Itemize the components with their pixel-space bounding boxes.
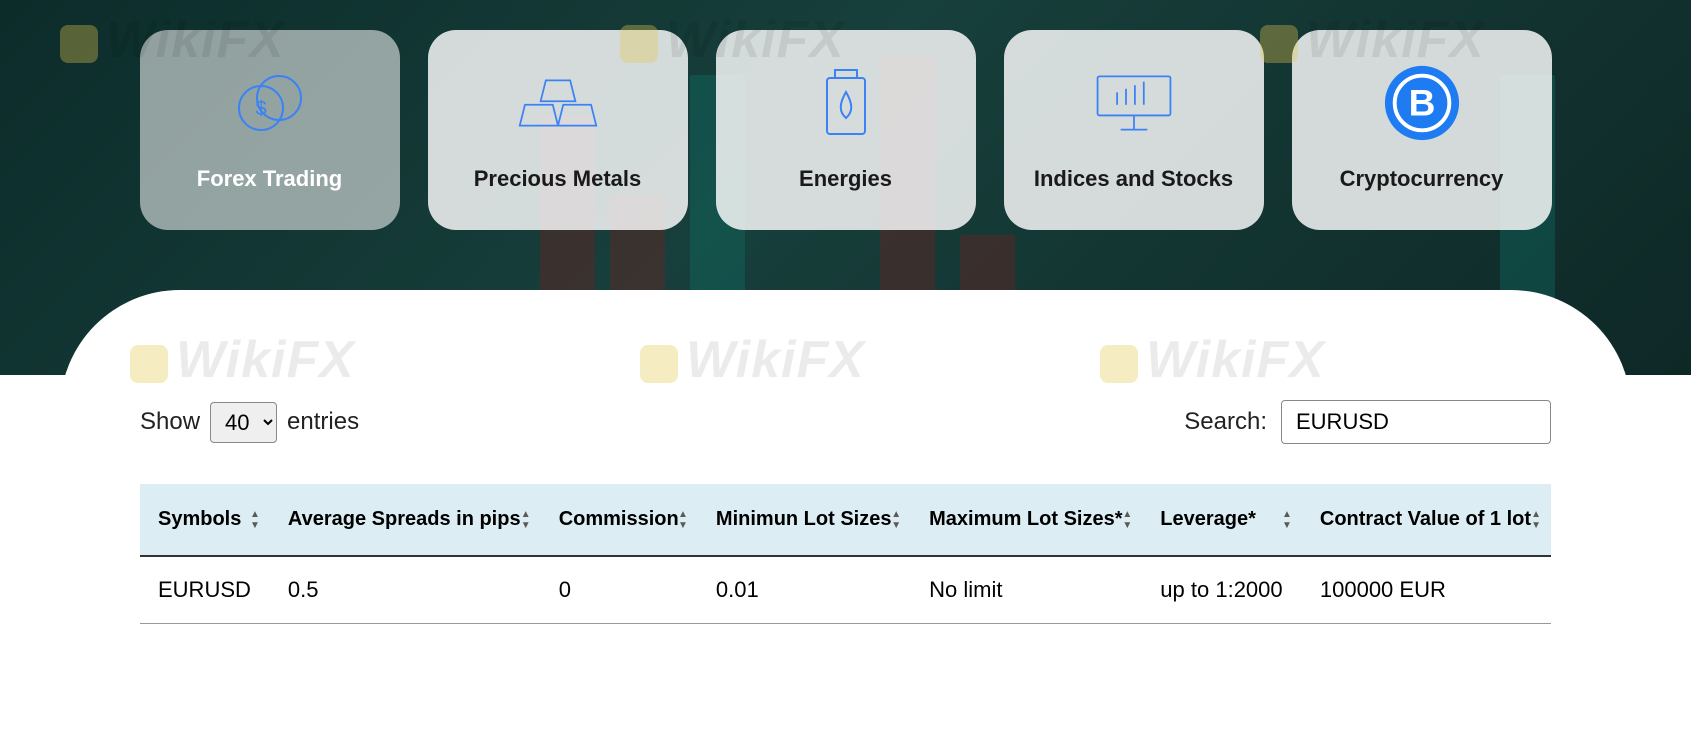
sort-icon: ▲▼ xyxy=(250,509,260,531)
cell-commission: 0 xyxy=(541,556,698,624)
category-label: Forex Trading xyxy=(197,166,342,192)
col-leverage[interactable]: Leverage*▲▼ xyxy=(1142,484,1302,556)
sort-icon: ▲▼ xyxy=(1282,509,1292,531)
show-entries-label-pre: Show xyxy=(140,408,200,436)
search-label: Search: xyxy=(1184,408,1267,436)
category-card-indices[interactable]: Indices and Stocks xyxy=(1004,30,1264,230)
oil-icon xyxy=(806,68,886,138)
col-contract-value[interactable]: Contract Value of 1 lot▲▼ xyxy=(1302,484,1551,556)
monitor-icon xyxy=(1094,68,1174,138)
category-label: Energies xyxy=(799,166,892,192)
svg-text:B: B xyxy=(1408,82,1435,124)
sort-icon: ▲▼ xyxy=(1122,509,1132,531)
cell-leverage: up to 1:2000 xyxy=(1142,556,1302,624)
sort-icon: ▲▼ xyxy=(891,509,901,531)
category-card-energies[interactable]: Energies xyxy=(716,30,976,230)
col-spreads[interactable]: Average Spreads in pips▲▼ xyxy=(270,484,541,556)
sort-icon: ▲▼ xyxy=(678,509,688,531)
cell-symbol: EURUSD xyxy=(140,556,270,624)
table-row: EURUSD 0.5 0 0.01 No limit up to 1:2000 … xyxy=(140,556,1551,624)
category-card-forex[interactable]: $ Forex Trading xyxy=(140,30,400,230)
category-card-metals[interactable]: Precious Metals xyxy=(428,30,688,230)
sort-icon: ▲▼ xyxy=(1531,509,1541,531)
category-label: Precious Metals xyxy=(474,166,642,192)
table-header-row: Symbols▲▼ Average Spreads in pips▲▼ Comm… xyxy=(140,484,1551,556)
col-max-lot[interactable]: Maximum Lot Sizes*▲▼ xyxy=(911,484,1142,556)
cell-min-lot: 0.01 xyxy=(698,556,911,624)
col-commission[interactable]: Commission▲▼ xyxy=(541,484,698,556)
show-entries-label-post: entries xyxy=(287,408,359,436)
category-cards-row: $ Forex Trading Precious Metals Energies xyxy=(0,30,1691,230)
category-label: Cryptocurrency xyxy=(1340,166,1504,192)
search-input[interactable] xyxy=(1281,400,1551,444)
bitcoin-icon: B xyxy=(1382,68,1462,138)
datatable-region: Show 40 entries Search: Symbols▲▼ Averag… xyxy=(140,400,1551,624)
coins-icon: $ xyxy=(230,68,310,138)
category-label: Indices and Stocks xyxy=(1034,166,1233,192)
cell-max-lot: No limit xyxy=(911,556,1142,624)
sort-icon: ▲▼ xyxy=(521,509,531,531)
category-card-crypto[interactable]: B Cryptocurrency xyxy=(1292,30,1552,230)
col-min-lot[interactable]: Minimun Lot Sizes▲▼ xyxy=(698,484,911,556)
instruments-table: Symbols▲▼ Average Spreads in pips▲▼ Comm… xyxy=(140,484,1551,624)
col-symbols[interactable]: Symbols▲▼ xyxy=(140,484,270,556)
cell-spread: 0.5 xyxy=(270,556,541,624)
datatable-controls: Show 40 entries Search: xyxy=(140,400,1551,444)
page-size-select[interactable]: 40 xyxy=(210,402,277,443)
svg-text:$: $ xyxy=(255,98,266,120)
cell-contract-value: 100000 EUR xyxy=(1302,556,1551,624)
bars-icon xyxy=(518,68,598,138)
